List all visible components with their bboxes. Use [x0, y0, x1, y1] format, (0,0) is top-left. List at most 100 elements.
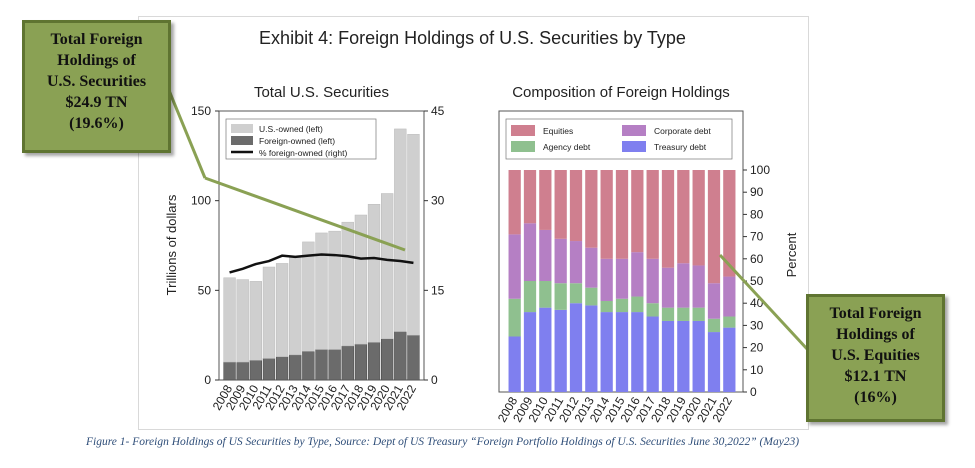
bar-segment-treasury-debt — [585, 305, 598, 392]
bar-us-owned — [315, 232, 328, 350]
bar-segment-corporate-debt — [677, 263, 690, 308]
bar-us-owned — [394, 128, 407, 332]
bar-us-owned — [249, 281, 262, 361]
legend-swatch-corporate-debt — [622, 125, 646, 136]
bar-segment-treasury-debt — [569, 303, 583, 392]
bar-segment-treasury-debt — [554, 309, 567, 392]
caption-source: Source: Dept of US Treasury “Foreign Por… — [331, 436, 800, 448]
bar-segment-equities — [646, 170, 659, 259]
bar-foreign-owned — [341, 345, 354, 381]
figure-caption: Figure 1- Foreign Holdings of US Securit… — [86, 436, 906, 448]
bar-segment-treasury-debt — [723, 327, 736, 392]
bar-foreign-owned — [407, 334, 420, 381]
bar-segment-treasury-debt — [707, 332, 721, 392]
caption-label: Figure 1- Foreign Holdings of US Securit… — [86, 436, 332, 448]
bar-foreign-owned — [249, 360, 262, 381]
bar-segment-agency-debt — [646, 303, 659, 317]
bar-segment-treasury-debt — [646, 316, 659, 392]
bar-segment-equities — [569, 170, 583, 242]
bar-segment-equities — [707, 170, 721, 284]
bar-foreign-owned — [302, 351, 315, 381]
bar-segment-treasury-debt — [631, 312, 644, 392]
bar-segment-agency-debt — [600, 300, 613, 313]
y2-tick-label: 45 — [431, 104, 445, 118]
y-tick-label: 0 — [204, 373, 211, 387]
line-pct-foreign-owned — [229, 253, 414, 274]
legend-label-pct-line: % foreign-owned (right) — [259, 148, 348, 158]
bar-segment-equities — [539, 170, 552, 230]
bar-segment-treasury-debt — [508, 336, 521, 392]
bar-segment-corporate-debt — [692, 265, 705, 308]
bar-segment-corporate-debt — [661, 267, 675, 308]
bar-foreign-owned — [315, 349, 328, 381]
callout-right-leader — [718, 253, 810, 352]
bar-us-owned — [367, 204, 381, 343]
bar-segment-corporate-debt — [539, 229, 552, 281]
bar-us-owned — [262, 266, 276, 359]
bar-segment-corporate-debt — [615, 258, 629, 299]
callout-left-line: Total Foreign — [50, 31, 143, 48]
callout-right-line: U.S. Equities — [831, 347, 920, 364]
bar-segment-treasury-debt — [661, 320, 675, 392]
callout-left-leader-to-chart — [204, 176, 406, 252]
bar-us-owned — [328, 230, 341, 350]
bar-segment-agency-debt — [508, 298, 521, 337]
legend-label-us-owned: U.S.-owned (left) — [259, 124, 323, 134]
bar-segment-agency-debt — [677, 307, 690, 321]
legend-swatch-equities — [511, 125, 535, 136]
legend-label-equities: Equities — [543, 126, 573, 136]
chart-composition-foreign-holdings: Composition of Foreign Holdings010203040… — [495, 84, 799, 425]
bar-foreign-owned — [289, 354, 302, 381]
bar-foreign-owned — [275, 356, 289, 381]
bar-segment-treasury-debt — [600, 312, 613, 392]
bar-segment-treasury-debt — [692, 320, 705, 392]
bar-segment-equities — [723, 170, 736, 277]
callout-right-line: (16%) — [854, 389, 897, 406]
y-tick-label: 90 — [750, 185, 764, 199]
bar-segment-equities — [600, 170, 613, 259]
bar-us-owned — [302, 241, 315, 352]
bar-us-owned — [289, 256, 302, 356]
legend-label-agency-debt: Agency debt — [543, 142, 591, 152]
y-tick-label: 50 — [198, 283, 212, 297]
bar-us-owned — [275, 263, 289, 357]
bar-us-owned — [223, 277, 236, 363]
bar-segment-agency-debt — [615, 298, 629, 313]
callout-left-line: $24.9 TN — [65, 94, 128, 111]
bar-segment-corporate-debt — [554, 238, 567, 284]
bar-segment-corporate-debt — [569, 241, 583, 284]
bar-segment-treasury-debt — [523, 312, 537, 392]
bar-segment-corporate-debt — [600, 258, 613, 301]
bar-us-owned — [341, 221, 354, 347]
bar-segment-equities — [585, 170, 598, 248]
bar-segment-equities — [554, 170, 567, 239]
bar-segment-corporate-debt — [707, 283, 721, 319]
bar-segment-equities — [615, 170, 629, 259]
bar-segment-agency-debt — [585, 287, 598, 306]
bar-foreign-owned — [328, 349, 341, 381]
bar-foreign-owned — [354, 343, 368, 381]
y-tick-label: 100 — [191, 194, 211, 208]
legend-swatch-us-owned — [231, 124, 253, 133]
y-axis-title: Percent — [784, 232, 799, 277]
chart-total-us-securities: Total U.S. Securities 0 50 100 150 0 15 30 45 Tri… — [164, 84, 445, 413]
chart-title: Total U.S. Securities — [254, 84, 389, 101]
bar-foreign-owned — [262, 358, 276, 381]
bar-segment-agency-debt — [569, 283, 583, 304]
bar-segment-corporate-debt — [523, 223, 537, 281]
bar-segment-treasury-debt — [615, 312, 629, 392]
callout-left-line: U.S. Securities — [46, 73, 147, 90]
bar-segment-equities — [631, 170, 644, 253]
bar-segment-equities — [677, 170, 690, 264]
callout-left-line: Holdings of — [57, 52, 136, 69]
y-tick-label: 10 — [750, 363, 764, 377]
bar-segment-agency-debt — [661, 307, 675, 321]
legend-box — [505, 118, 733, 160]
legend-swatch-agency-debt — [511, 141, 535, 152]
bar-segment-treasury-debt — [677, 320, 690, 392]
legend-label-corporate-debt: Corporate debt — [654, 126, 711, 136]
bar-segment-treasury-debt — [539, 307, 552, 392]
bar-foreign-owned — [236, 361, 249, 381]
bar-us-owned — [354, 214, 368, 345]
